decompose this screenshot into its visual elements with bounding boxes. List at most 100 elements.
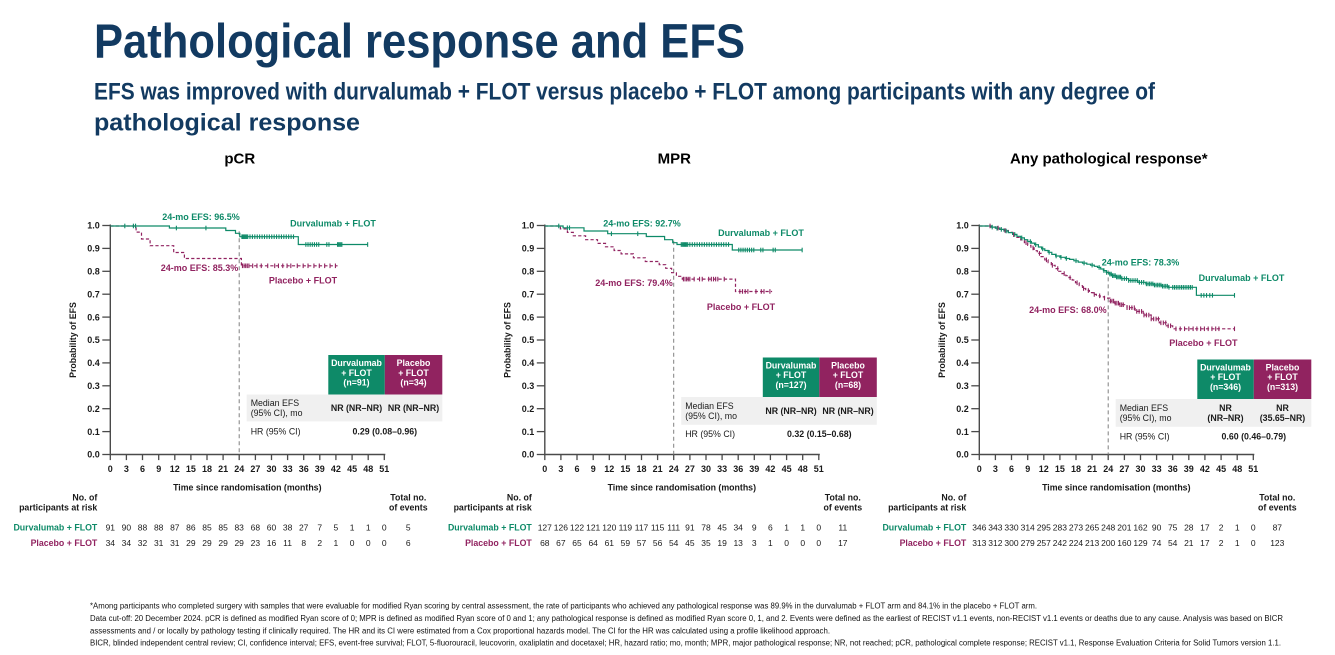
- svg-text:90: 90: [122, 522, 132, 532]
- svg-text:NR (NR–NR): NR (NR–NR): [822, 406, 873, 416]
- svg-text:54: 54: [1168, 538, 1178, 548]
- svg-text:0.9: 0.9: [956, 244, 969, 254]
- svg-text:HR (95% CI): HR (95% CI): [251, 427, 301, 437]
- svg-text:11: 11: [838, 522, 847, 532]
- svg-text:85: 85: [202, 522, 212, 532]
- svg-text:24-mo EFS: 68.0%: 24-mo EFS: 68.0%: [1029, 305, 1107, 315]
- svg-text:0.7: 0.7: [956, 289, 969, 299]
- svg-text:No. of: No. of: [507, 492, 532, 502]
- svg-text:1: 1: [784, 522, 789, 532]
- svg-text:42: 42: [765, 464, 775, 474]
- svg-text:0.4: 0.4: [522, 358, 535, 368]
- svg-text:0.7: 0.7: [87, 289, 100, 299]
- svg-text:0: 0: [816, 538, 821, 548]
- svg-text:Total no.: Total no.: [1259, 492, 1295, 502]
- svg-text:participants at risk: participants at risk: [454, 503, 532, 513]
- svg-text:57: 57: [637, 538, 647, 548]
- svg-text:242: 242: [1053, 538, 1067, 548]
- svg-text:0.8: 0.8: [87, 267, 100, 277]
- svg-text:160: 160: [1117, 538, 1131, 548]
- svg-text:23: 23: [251, 538, 261, 548]
- svg-text:90: 90: [1152, 522, 1162, 532]
- svg-text:0.5: 0.5: [956, 335, 969, 345]
- svg-text:(95% CI), mo: (95% CI), mo: [1120, 413, 1172, 423]
- svg-text:15: 15: [186, 464, 196, 474]
- svg-text:(n=68): (n=68): [835, 380, 861, 390]
- svg-text:9: 9: [752, 522, 757, 532]
- svg-text:1: 1: [350, 522, 355, 532]
- svg-text:88: 88: [154, 522, 164, 532]
- svg-text:1.0: 1.0: [956, 221, 969, 231]
- svg-text:0.3: 0.3: [956, 381, 969, 391]
- svg-text:NR: NR: [1276, 403, 1289, 413]
- svg-text:Probability of EFS: Probability of EFS: [502, 302, 512, 378]
- svg-text:28: 28: [1184, 522, 1194, 532]
- svg-text:11: 11: [283, 538, 292, 548]
- svg-text:30: 30: [266, 464, 276, 474]
- svg-text:16: 16: [267, 538, 277, 548]
- svg-text:Durvalumab + FLOT: Durvalumab + FLOT: [882, 522, 966, 532]
- svg-text:1: 1: [366, 522, 371, 532]
- svg-text:21: 21: [653, 464, 663, 474]
- svg-text:18: 18: [202, 464, 212, 474]
- svg-text:121: 121: [586, 522, 600, 532]
- svg-text:0.32 (0.15–0.68): 0.32 (0.15–0.68): [787, 429, 852, 439]
- svg-text:54: 54: [669, 538, 679, 548]
- svg-text:of events: of events: [1258, 503, 1297, 513]
- svg-text:346: 346: [972, 522, 986, 532]
- svg-text:NR (NR–NR): NR (NR–NR): [765, 406, 816, 416]
- svg-text:5: 5: [406, 522, 411, 532]
- svg-text:83: 83: [234, 522, 244, 532]
- svg-text:257: 257: [1037, 538, 1051, 548]
- svg-text:0.29 (0.08–0.96): 0.29 (0.08–0.96): [353, 427, 418, 437]
- svg-text:0: 0: [542, 464, 547, 474]
- svg-text:42: 42: [1200, 464, 1210, 474]
- svg-text:Total no.: Total no.: [825, 492, 861, 502]
- svg-text:31: 31: [154, 538, 164, 548]
- svg-text:15: 15: [620, 464, 630, 474]
- svg-text:0.60 (0.46–0.79): 0.60 (0.46–0.79): [1222, 431, 1287, 441]
- svg-text:34: 34: [733, 522, 743, 532]
- svg-text:Time since randomisation (mont: Time since randomisation (months): [173, 482, 322, 492]
- svg-text:314: 314: [1021, 522, 1035, 532]
- svg-text:39: 39: [315, 464, 325, 474]
- svg-text:8: 8: [301, 538, 306, 548]
- svg-text:36: 36: [299, 464, 309, 474]
- svg-text:45: 45: [717, 522, 727, 532]
- svg-text:0.6: 0.6: [87, 312, 100, 322]
- svg-text:0.4: 0.4: [956, 358, 969, 368]
- svg-text:0.6: 0.6: [522, 312, 535, 322]
- svg-text:68: 68: [251, 522, 261, 532]
- svg-text:0.8: 0.8: [522, 267, 535, 277]
- svg-text:+ FLOT: + FLOT: [1210, 372, 1241, 382]
- svg-text:pathological response: pathological response: [94, 110, 360, 137]
- svg-text:Time since randomisation (mont: Time since randomisation (months): [608, 482, 757, 492]
- svg-text:6: 6: [574, 464, 579, 474]
- svg-text:Durvalumab: Durvalumab: [331, 358, 382, 368]
- svg-text:Placebo + FLOT: Placebo + FLOT: [31, 538, 98, 548]
- svg-text:+ FLOT: + FLOT: [1267, 372, 1298, 382]
- svg-text:24-mo EFS: 92.7%: 24-mo EFS: 92.7%: [603, 218, 681, 228]
- svg-text:assessments and / or locally b: assessments and / or locally by patholog…: [90, 626, 830, 635]
- svg-text:Placebo + FLOT: Placebo + FLOT: [1169, 338, 1238, 348]
- svg-text:117: 117: [635, 522, 649, 532]
- svg-text:13: 13: [733, 538, 743, 548]
- svg-text:119: 119: [619, 522, 633, 532]
- svg-text:19: 19: [717, 538, 727, 548]
- svg-text:330: 330: [1004, 522, 1018, 532]
- svg-text:75: 75: [1168, 522, 1178, 532]
- svg-text:6: 6: [140, 464, 145, 474]
- svg-text:29: 29: [186, 538, 196, 548]
- svg-text:224: 224: [1069, 538, 1083, 548]
- svg-text:273: 273: [1069, 522, 1083, 532]
- svg-text:343: 343: [988, 522, 1002, 532]
- svg-text:32: 32: [138, 538, 148, 548]
- svg-text:34: 34: [106, 538, 116, 548]
- svg-text:24-mo EFS: 96.5%: 24-mo EFS: 96.5%: [162, 212, 240, 222]
- svg-text:5: 5: [334, 522, 339, 532]
- svg-text:2: 2: [317, 538, 322, 548]
- svg-text:3: 3: [993, 464, 998, 474]
- svg-text:21: 21: [1087, 464, 1097, 474]
- svg-text:3: 3: [558, 464, 563, 474]
- svg-text:27: 27: [250, 464, 260, 474]
